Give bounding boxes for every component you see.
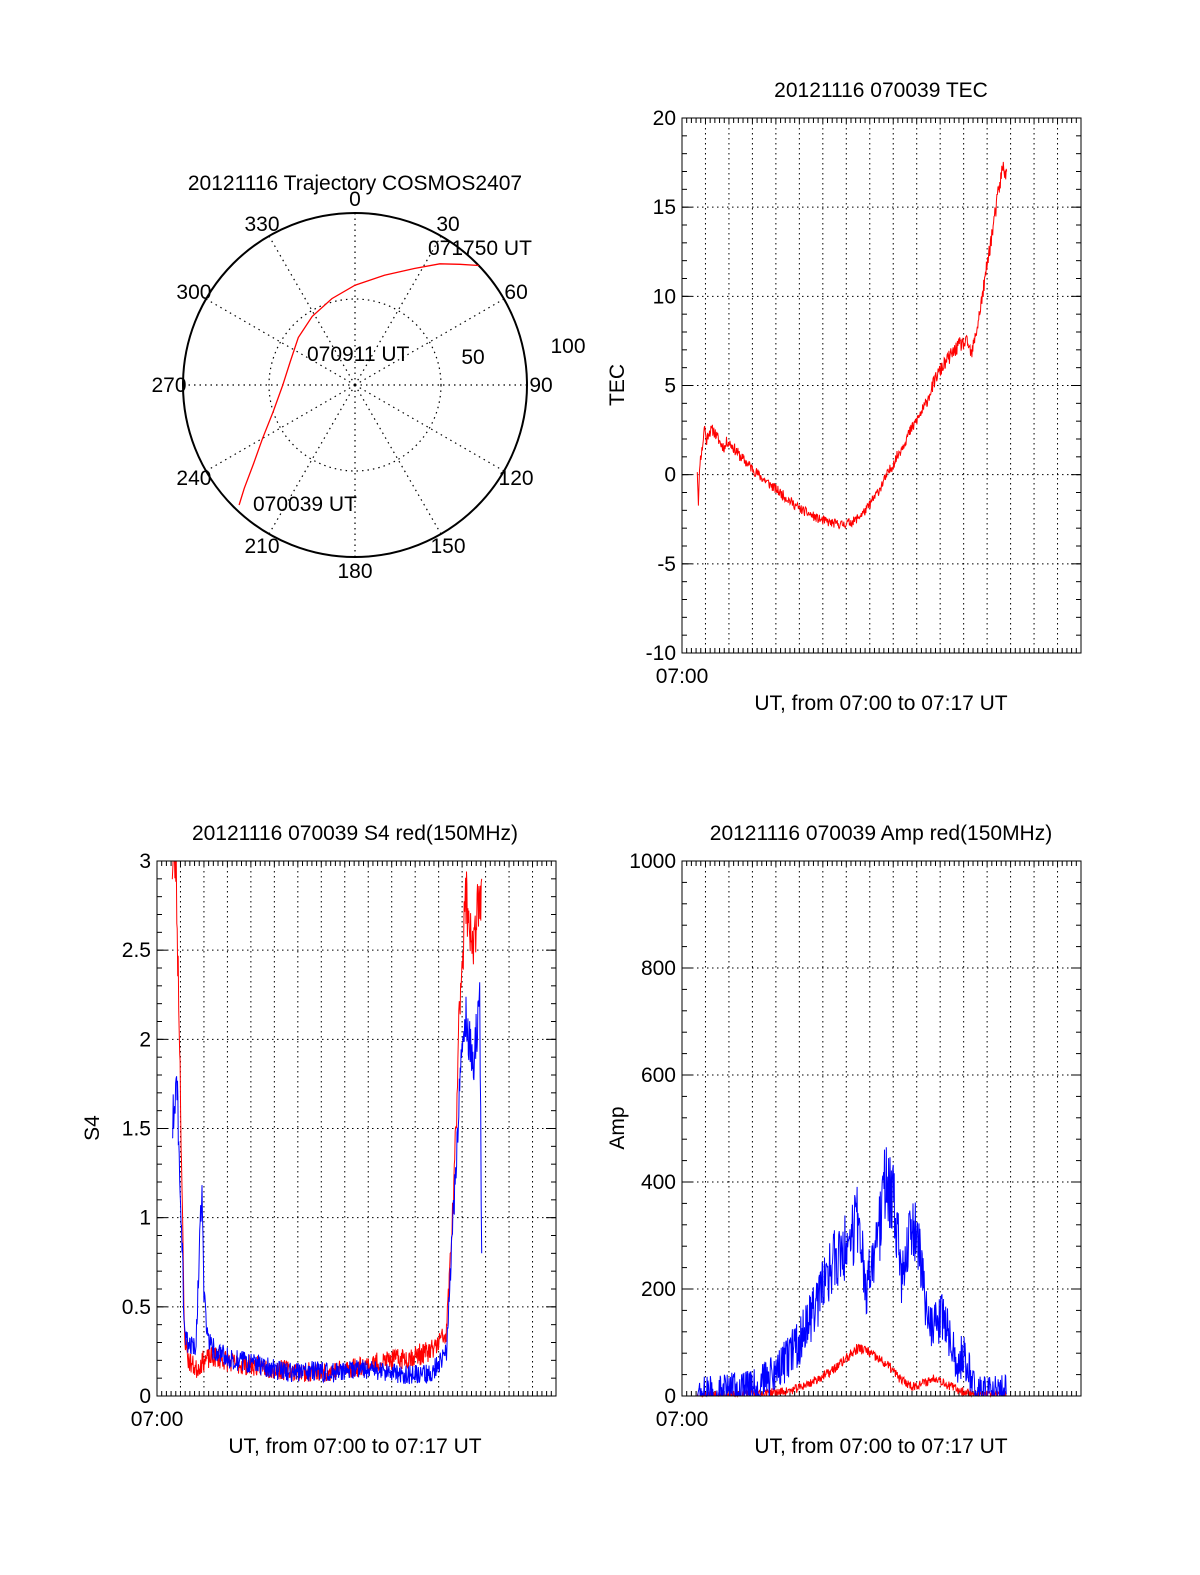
amp-ylabel: Amp xyxy=(606,1106,629,1149)
amp-xlabel: UT, from 07:00 to 07:17 UT xyxy=(754,1435,1007,1458)
trajectory-grid xyxy=(182,212,528,558)
s4-ytick-label: 3 xyxy=(139,850,151,873)
s4-ticks: 0 0.5 1 1.5 2 2.5 3 xyxy=(122,850,556,1408)
polar-spoke xyxy=(268,384,356,535)
s4-ytick-label: 2 xyxy=(139,1028,151,1051)
s4-panel: 20121116 070039 S4 red(150MHz) S4 07:00 … xyxy=(81,822,557,1458)
amp-ytick-label: 400 xyxy=(641,1171,676,1194)
tec-ticks: -10 -5 0 5 10 15 20 xyxy=(646,107,1081,665)
tec-grid xyxy=(682,118,1081,653)
amp-title: 20121116 070039 Amp red(150MHz) xyxy=(710,822,1052,845)
s4-ytick-label: 0.5 xyxy=(122,1296,151,1319)
polar-inner-ring xyxy=(268,298,442,472)
tec-xlabel: UT, from 07:00 to 07:17 UT xyxy=(754,692,1007,715)
amp-series-blue xyxy=(697,1147,1007,1398)
s4-ytick-label: 1 xyxy=(139,1207,151,1230)
elevation-ring-label: 100 xyxy=(550,335,585,358)
amp-grid xyxy=(682,861,1081,1396)
s4-ytick-label: 0 xyxy=(139,1385,151,1408)
s4-series-blue xyxy=(171,982,483,1385)
amp-plot-frame xyxy=(681,860,1082,1397)
trajectory-title: 20121116 Trajectory COSMOS2407 xyxy=(188,172,522,195)
s4-ytick-label: 2.5 xyxy=(122,939,151,962)
s4-ylabel: S4 xyxy=(81,1115,104,1141)
trajectory-series xyxy=(238,263,479,506)
polar-spoke xyxy=(354,384,442,535)
amp-ytick-label: 600 xyxy=(641,1064,676,1087)
polar-spoke xyxy=(268,235,356,386)
azimuth-tick-label: 60 xyxy=(504,281,527,304)
tec-panel: 20121116 070039 TEC TEC 07:00 UT, from 0… xyxy=(606,79,1082,715)
s4-xtick-start: 07:00 xyxy=(131,1408,184,1431)
s4-title: 20121116 070039 S4 red(150MHz) xyxy=(192,822,518,845)
trajectory-path xyxy=(238,263,479,506)
s4-grid xyxy=(157,861,556,1396)
s4-plot-frame xyxy=(156,860,557,1397)
amp-ytick-label: 1000 xyxy=(629,850,676,873)
amp-ytick-label: 200 xyxy=(641,1278,676,1301)
s4-series xyxy=(171,860,483,1385)
tec-title: 20121116 070039 TEC xyxy=(774,79,988,102)
azimuth-tick-label: 0 xyxy=(349,188,361,211)
azimuth-tick-label: 300 xyxy=(176,281,211,304)
tec-ytick-label: 15 xyxy=(653,196,676,219)
tec-ytick-label: 20 xyxy=(653,107,676,130)
polar-spoke xyxy=(205,384,356,472)
annotation-mid-time: 070911 UT xyxy=(307,343,410,366)
tec-ytick-label: 0 xyxy=(664,464,676,487)
azimuth-tick-label: 30 xyxy=(436,213,459,236)
polar-spoke xyxy=(354,298,505,386)
azimuth-tick-label: 180 xyxy=(337,560,372,583)
azimuth-tick-label: 90 xyxy=(529,374,552,397)
tec-ytick-label: -10 xyxy=(646,642,676,665)
tec-series xyxy=(696,161,1008,530)
azimuth-tick-label: 120 xyxy=(499,467,534,490)
amp-ytick-label: 0 xyxy=(664,1385,676,1408)
tec-ytick-label: -5 xyxy=(657,553,676,576)
azimuth-tick-label: 240 xyxy=(176,467,211,490)
amp-series xyxy=(696,1147,1008,1398)
trajectory-labels: 0 30 60 90 120 150 180 210 240 270 300 330 50 100 xyxy=(151,188,585,583)
tec-series-red xyxy=(696,161,1008,530)
azimuth-tick-label: 210 xyxy=(244,535,279,558)
amp-xtick-start: 07:00 xyxy=(656,1408,709,1431)
elevation-ring-label: 50 xyxy=(461,346,484,369)
amp-ytick-label: 800 xyxy=(641,957,676,980)
polar-spoke xyxy=(205,298,356,386)
s4-xlabel: UT, from 07:00 to 07:17 UT xyxy=(228,1435,481,1458)
amp-ticks: 0 200 400 600 800 1000 xyxy=(629,850,1081,1408)
trajectory-panel: 20121116 Trajectory COSMOS2407 0 30 60 90 12… xyxy=(151,172,585,583)
s4-series-red xyxy=(171,860,483,1383)
tec-ylabel: TEC xyxy=(606,364,629,406)
tec-ytick-label: 10 xyxy=(653,285,676,308)
azimuth-tick-label: 150 xyxy=(430,535,465,558)
polar-spoke xyxy=(354,384,505,472)
azimuth-tick-label: 270 xyxy=(151,374,186,397)
s4-ytick-label: 1.5 xyxy=(122,1118,151,1141)
annotation-end-time: 071750 UT xyxy=(428,237,532,260)
polar-spoke xyxy=(354,235,442,386)
tec-plot-frame xyxy=(681,117,1082,654)
annotation-start-time: 070039 UT xyxy=(253,493,357,516)
amp-panel: 20121116 070039 Amp red(150MHz) Amp 07:0… xyxy=(606,822,1082,1458)
azimuth-tick-label: 330 xyxy=(244,213,279,236)
tec-xtick-start: 07:00 xyxy=(656,665,709,688)
tec-ytick-label: 5 xyxy=(664,375,676,398)
